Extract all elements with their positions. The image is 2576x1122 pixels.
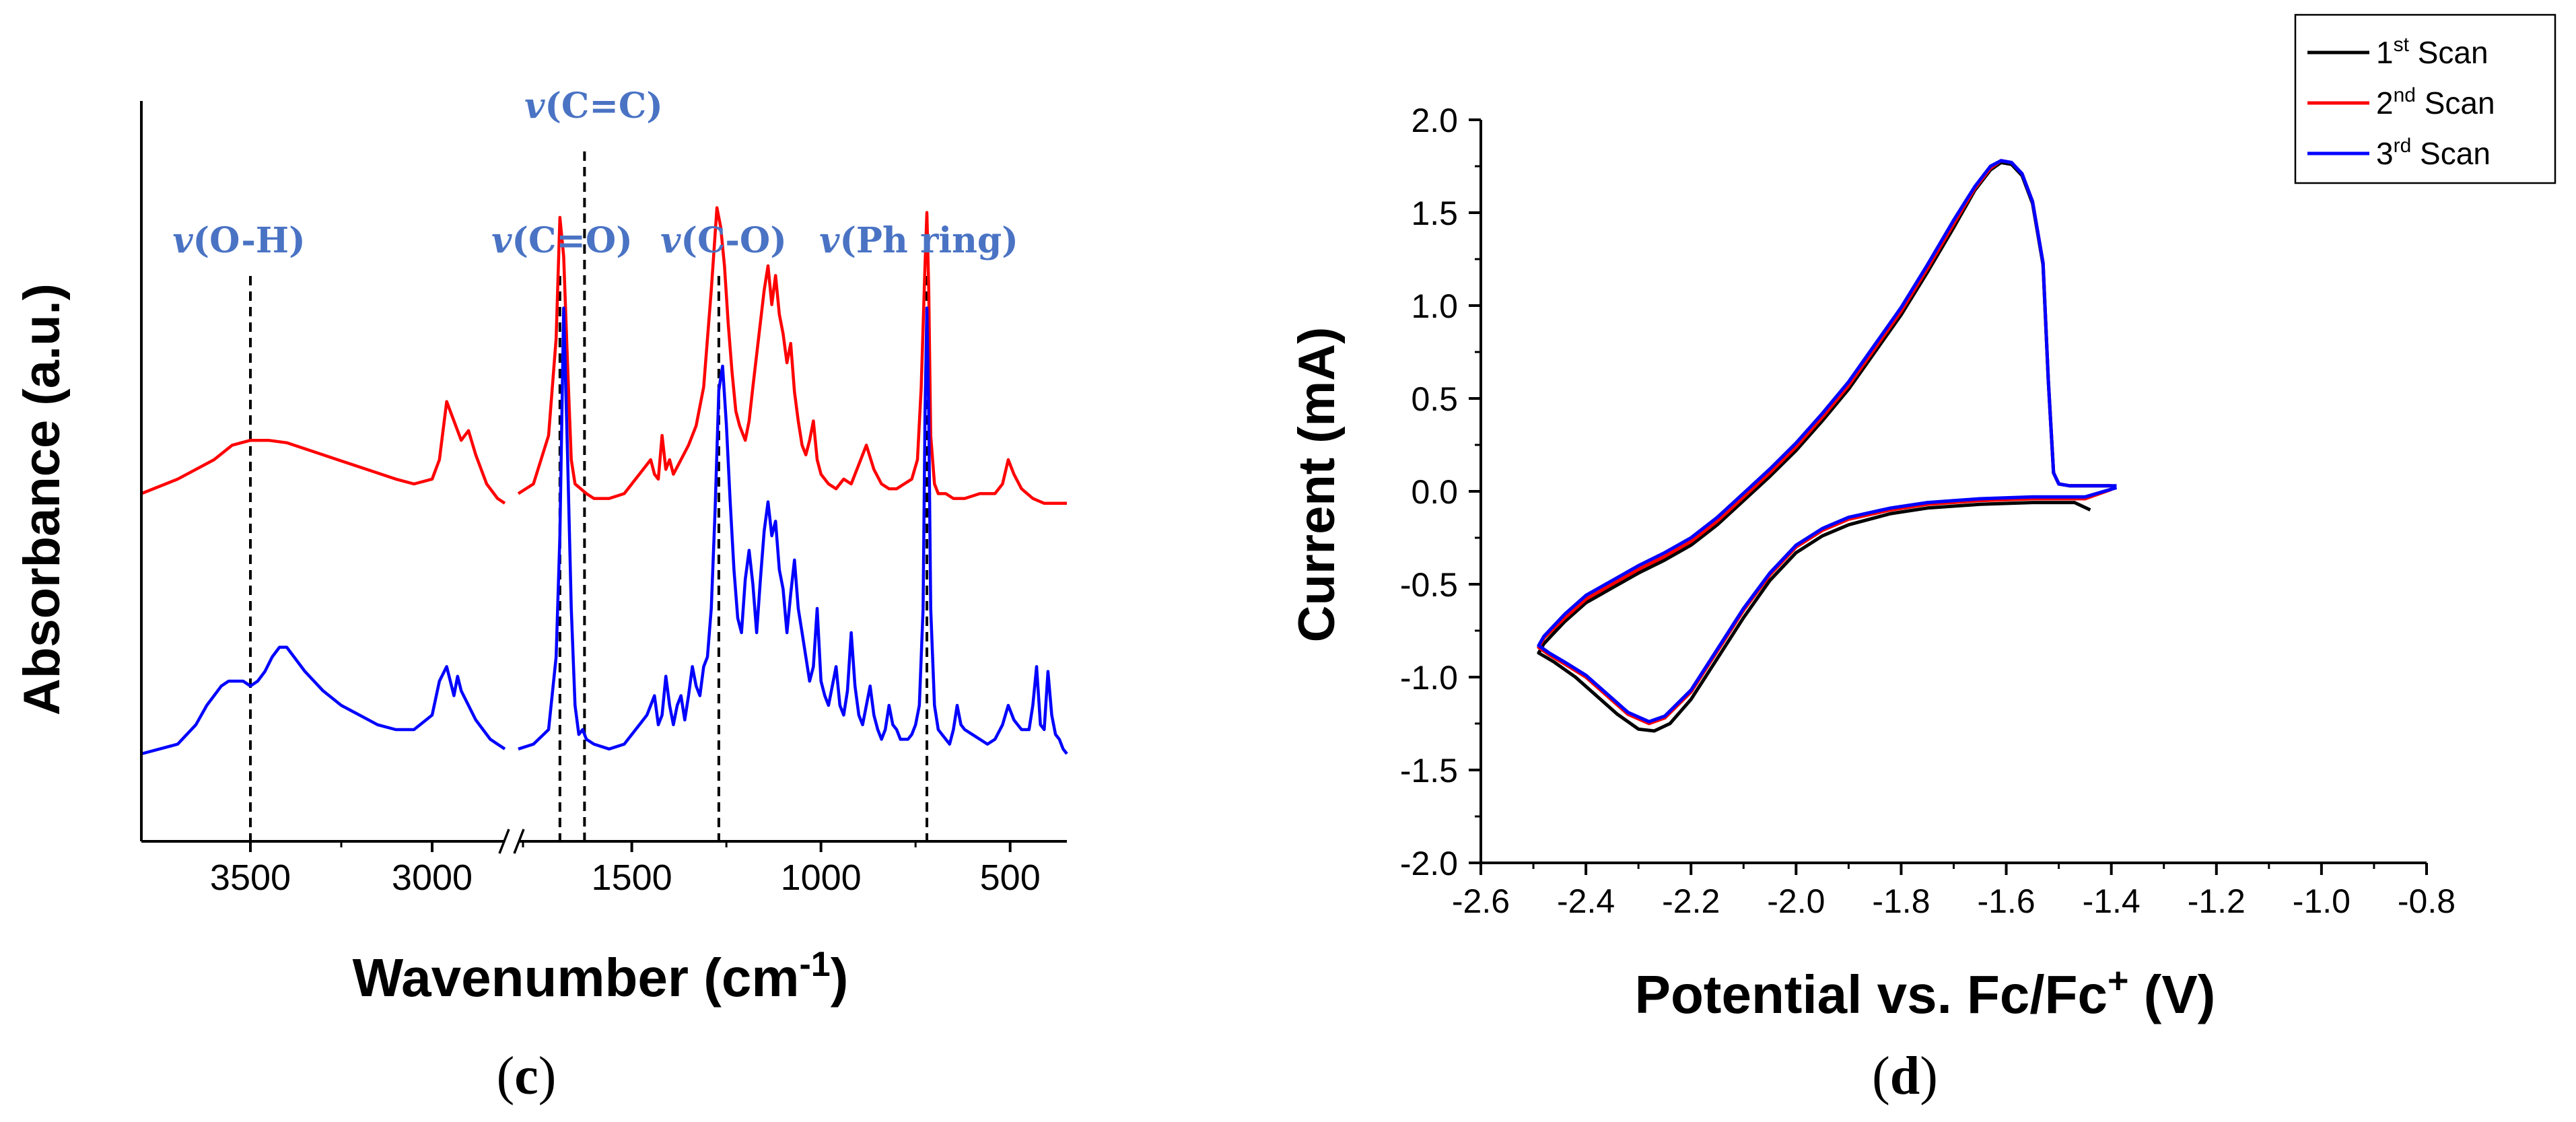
ftir-y-axis-title: Absorbance (a.u.) [13, 283, 71, 715]
axis-break-mark [498, 829, 510, 854]
cv-y-axis-title: Current (mA) [1288, 327, 1346, 643]
cv-x-ticks: -2.6 -2.4 -2.2 -2.0 -1.8 -1.6 -1.4 -1.2 -1.0 -0.8 [1452, 863, 2456, 920]
annotation-label: v(O-H) [172, 220, 305, 261]
annotation-nu: v [491, 220, 512, 261]
annotation-label: v(C=C) [524, 85, 663, 127]
x-tick-label: -2.2 [1662, 882, 1720, 920]
cv-x-axis-title: Potential vs. Fc/Fc+ (V) [1635, 960, 2216, 1024]
x-tick-label: -1.4 [2083, 882, 2140, 920]
spectrum-line [518, 306, 1068, 755]
annotation-text: (C=O) [512, 220, 632, 261]
x-tick-label: -2.6 [1452, 882, 1510, 920]
y-tick-label: -2.0 [1400, 845, 1458, 882]
cv-y-ticks: -2.0 -1.5 -1.0 -0.5 0.0 0.5 1.0 1.5 2.0 [1400, 102, 1481, 882]
ftir-x-ticks: 3500 3000 1500 1000 500 [210, 841, 1041, 898]
legend-ordinal-suffix: rd [2394, 135, 2412, 157]
annotation-label: v(C-O) [660, 220, 787, 261]
annotation-labels: v(O-H)v(C=C)v(C=O) v(C-O) v(Ph ring) [172, 85, 1018, 261]
y-tick-label: 1.5 [1411, 195, 1458, 232]
annotation-text: (Ph ring) [839, 220, 1018, 261]
x-tick-label: -2.0 [1767, 882, 1825, 920]
y-tick-label: 0.0 [1411, 473, 1458, 511]
cv-curves [1537, 159, 2118, 733]
annotation-nu: v [819, 220, 840, 261]
cv-scan-line [1537, 161, 2112, 733]
spectrum-line [141, 645, 506, 756]
x-tick-label: 1500 [592, 857, 672, 898]
annotation-label: v(Ph ring) [819, 220, 1018, 261]
axis-break-mark [513, 829, 525, 854]
x-tick-label: 3500 [210, 857, 291, 898]
x-tick-label: -1.2 [2188, 882, 2246, 920]
legend-ordinal-suffix: nd [2394, 84, 2416, 106]
annotation-nu: v [660, 220, 681, 261]
ftir-panel: 3500 3000 1500 1000 500 v(O-H)v(C=C)v(C=O) v(… [13, 85, 1068, 1106]
panel-label-d: (d) [1872, 1047, 1938, 1106]
legend-scan-word: Scan [2416, 85, 2495, 120]
x-tick-label: 500 [980, 857, 1041, 898]
spectrum-line [517, 206, 1067, 505]
y-tick-label: 1.0 [1411, 287, 1458, 325]
legend-ordinal-suffix: st [2394, 34, 2410, 56]
legend-number: 2 [2376, 85, 2394, 120]
y-tick-label: 2.0 [1411, 102, 1458, 139]
x-tick-label: -1.0 [2293, 882, 2351, 920]
annotation-text: (C-O) [681, 220, 786, 261]
annotation-text: (O-H) [193, 220, 306, 261]
legend-number: 3 [2376, 136, 2394, 171]
legend-scan-word: Scan [2411, 136, 2491, 171]
annotation-nu: v [172, 220, 193, 261]
x-tick-label: 1000 [781, 857, 862, 898]
cv-panel: -2.6 -2.4 -2.2 -2.0 -1.8 -1.6 -1.4 -1.2 -1.0 -0.8… [1288, 13, 2556, 1106]
ftir-x-axis-title: Wavenumber (cm-1) [353, 945, 849, 1008]
cv-scan-line [1537, 159, 2112, 726]
y-tick-label: 0.5 [1411, 380, 1458, 418]
x-tick-label: -2.4 [1557, 882, 1615, 920]
ftir-axes [140, 101, 1067, 854]
x-tick-label: -1.6 [1977, 882, 2035, 920]
y-tick-label: -0.5 [1400, 566, 1458, 604]
y-tick-label: -1.0 [1400, 659, 1458, 697]
x-tick-label: -1.8 [1872, 882, 1930, 920]
annotation-label: v(C=O) [491, 220, 633, 261]
cv-scan-line [1537, 159, 2118, 724]
legend-label: 3rd Scan [2376, 135, 2491, 171]
spectra [141, 206, 1068, 756]
y-tick-label: -1.5 [1400, 752, 1458, 790]
legend-scan-word: Scan [2409, 35, 2488, 70]
legend-label: 1st Scan [2376, 34, 2488, 70]
legend-label: 2nd Scan [2376, 84, 2495, 120]
panel-label-c: (c) [497, 1047, 557, 1106]
x-tick-label: 3000 [392, 857, 473, 898]
x-tick-label: -0.8 [2398, 882, 2456, 920]
legend-number: 1 [2376, 35, 2394, 70]
spectrum-line [141, 400, 506, 505]
cv-axes [1480, 120, 2427, 864]
annotation-nu: v [524, 85, 545, 127]
annotation-text: (C=C) [545, 85, 663, 127]
